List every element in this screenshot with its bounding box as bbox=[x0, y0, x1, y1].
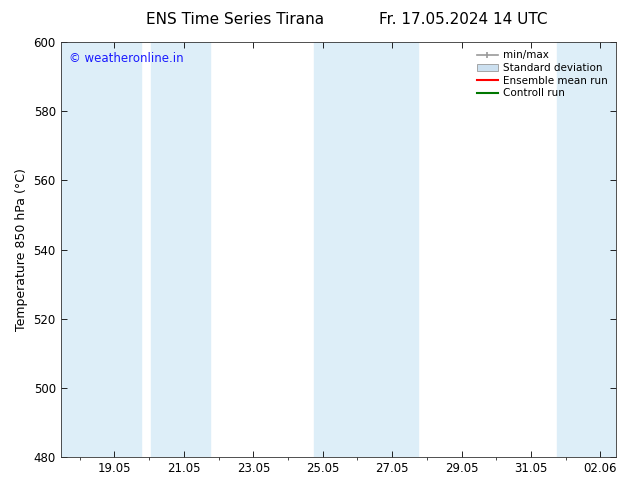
Bar bbox=[151, 42, 210, 457]
Bar bbox=[356, 42, 418, 457]
Bar bbox=[557, 42, 616, 457]
Bar bbox=[61, 42, 141, 457]
Bar bbox=[314, 42, 356, 457]
Legend: min/max, Standard deviation, Ensemble mean run, Controll run: min/max, Standard deviation, Ensemble me… bbox=[474, 47, 611, 101]
Text: © weatheronline.in: © weatheronline.in bbox=[69, 52, 184, 66]
Text: Fr. 17.05.2024 14 UTC: Fr. 17.05.2024 14 UTC bbox=[378, 12, 547, 27]
Text: ENS Time Series Tirana: ENS Time Series Tirana bbox=[146, 12, 323, 27]
Y-axis label: Temperature 850 hPa (°C): Temperature 850 hPa (°C) bbox=[15, 168, 28, 331]
